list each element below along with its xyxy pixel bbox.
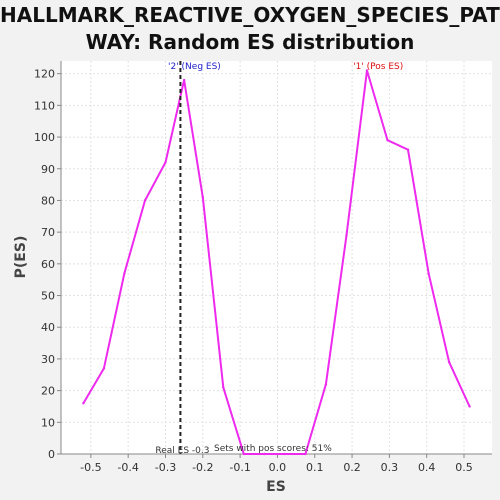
x-tick-label: 0.2	[343, 461, 361, 474]
data-point	[447, 360, 451, 364]
data-point	[345, 234, 348, 237]
y-tick-label: 60	[41, 258, 55, 271]
y-tick-label: 10	[41, 416, 55, 429]
data-point	[201, 196, 205, 199]
y-tick-label: 90	[41, 163, 55, 176]
x-tick-label: -0.2	[192, 461, 213, 474]
x-tick-label: 0.0	[269, 461, 287, 474]
pos-scores-label: Sets with pos scores: 51%	[214, 444, 332, 454]
real-es-label: Real ES -0.3	[155, 446, 209, 456]
x-ticks: -0.5 -0.4 -0.3 -0.2 -0.1 0.0 0.1 0.2 0.3 0.4 0.5	[80, 454, 473, 474]
plot-area	[61, 61, 492, 454]
x-tick-label: 0.3	[381, 461, 399, 474]
data-point	[102, 367, 106, 370]
x-tick-label: 0.5	[455, 461, 473, 474]
data-point	[304, 452, 307, 456]
data-point	[82, 402, 85, 405]
y-tick-label: 20	[41, 385, 55, 398]
y-tick-label: 110	[34, 99, 55, 112]
y-axis-label: P(ES)	[13, 236, 29, 279]
y-tick-label: 40	[41, 321, 55, 334]
x-axis-label: ES	[266, 479, 286, 495]
y-tick-label: 30	[41, 353, 55, 366]
data-point	[263, 452, 266, 456]
chart-title: HALLMARK_REACTIVE_OXYGEN_SPECIES_PATH WA…	[0, 2, 500, 56]
neg-es-label: '2' (Neg ES)	[168, 62, 221, 72]
chart-title-line-1: HALLMARK_REACTIVE_OXYGEN_SPECIES_PATH	[0, 3, 500, 27]
x-tick-label: -0.1	[229, 461, 250, 474]
data-point	[406, 148, 410, 151]
pos-es-label: '1' (Pos ES)	[353, 62, 403, 72]
data-point	[365, 69, 369, 72]
y-tick-label: 100	[34, 131, 55, 144]
y-tick-label: 80	[41, 194, 55, 207]
y-tick-label: 70	[41, 226, 55, 239]
y-tick-label: 0	[48, 448, 55, 461]
x-tick-label: 0.4	[418, 461, 436, 474]
data-point	[164, 161, 167, 164]
y-tick-label: 50	[41, 290, 55, 303]
x-tick-label: -0.5	[80, 461, 101, 474]
data-point	[324, 383, 328, 386]
x-tick-label: -0.4	[117, 461, 138, 474]
data-point	[427, 272, 430, 275]
data-point	[222, 386, 225, 389]
y-tick-label: 120	[34, 68, 55, 81]
es-distribution-line	[82, 70, 471, 455]
data-point	[123, 272, 126, 275]
chart-title-line-2: WAY: Random ES distribution	[85, 30, 415, 54]
x-tick-label: 0.1	[306, 461, 324, 474]
data-point	[182, 78, 186, 82]
series-layer	[82, 69, 471, 456]
x-tick-label: -0.3	[155, 461, 176, 474]
data-point	[468, 405, 471, 408]
data-point	[283, 452, 287, 456]
y-ticks: 0 10 20 30 40 50 60 70 80 90 100 110 120	[34, 68, 61, 461]
data-point	[242, 452, 246, 456]
data-point	[386, 139, 389, 142]
data-point	[143, 199, 147, 202]
